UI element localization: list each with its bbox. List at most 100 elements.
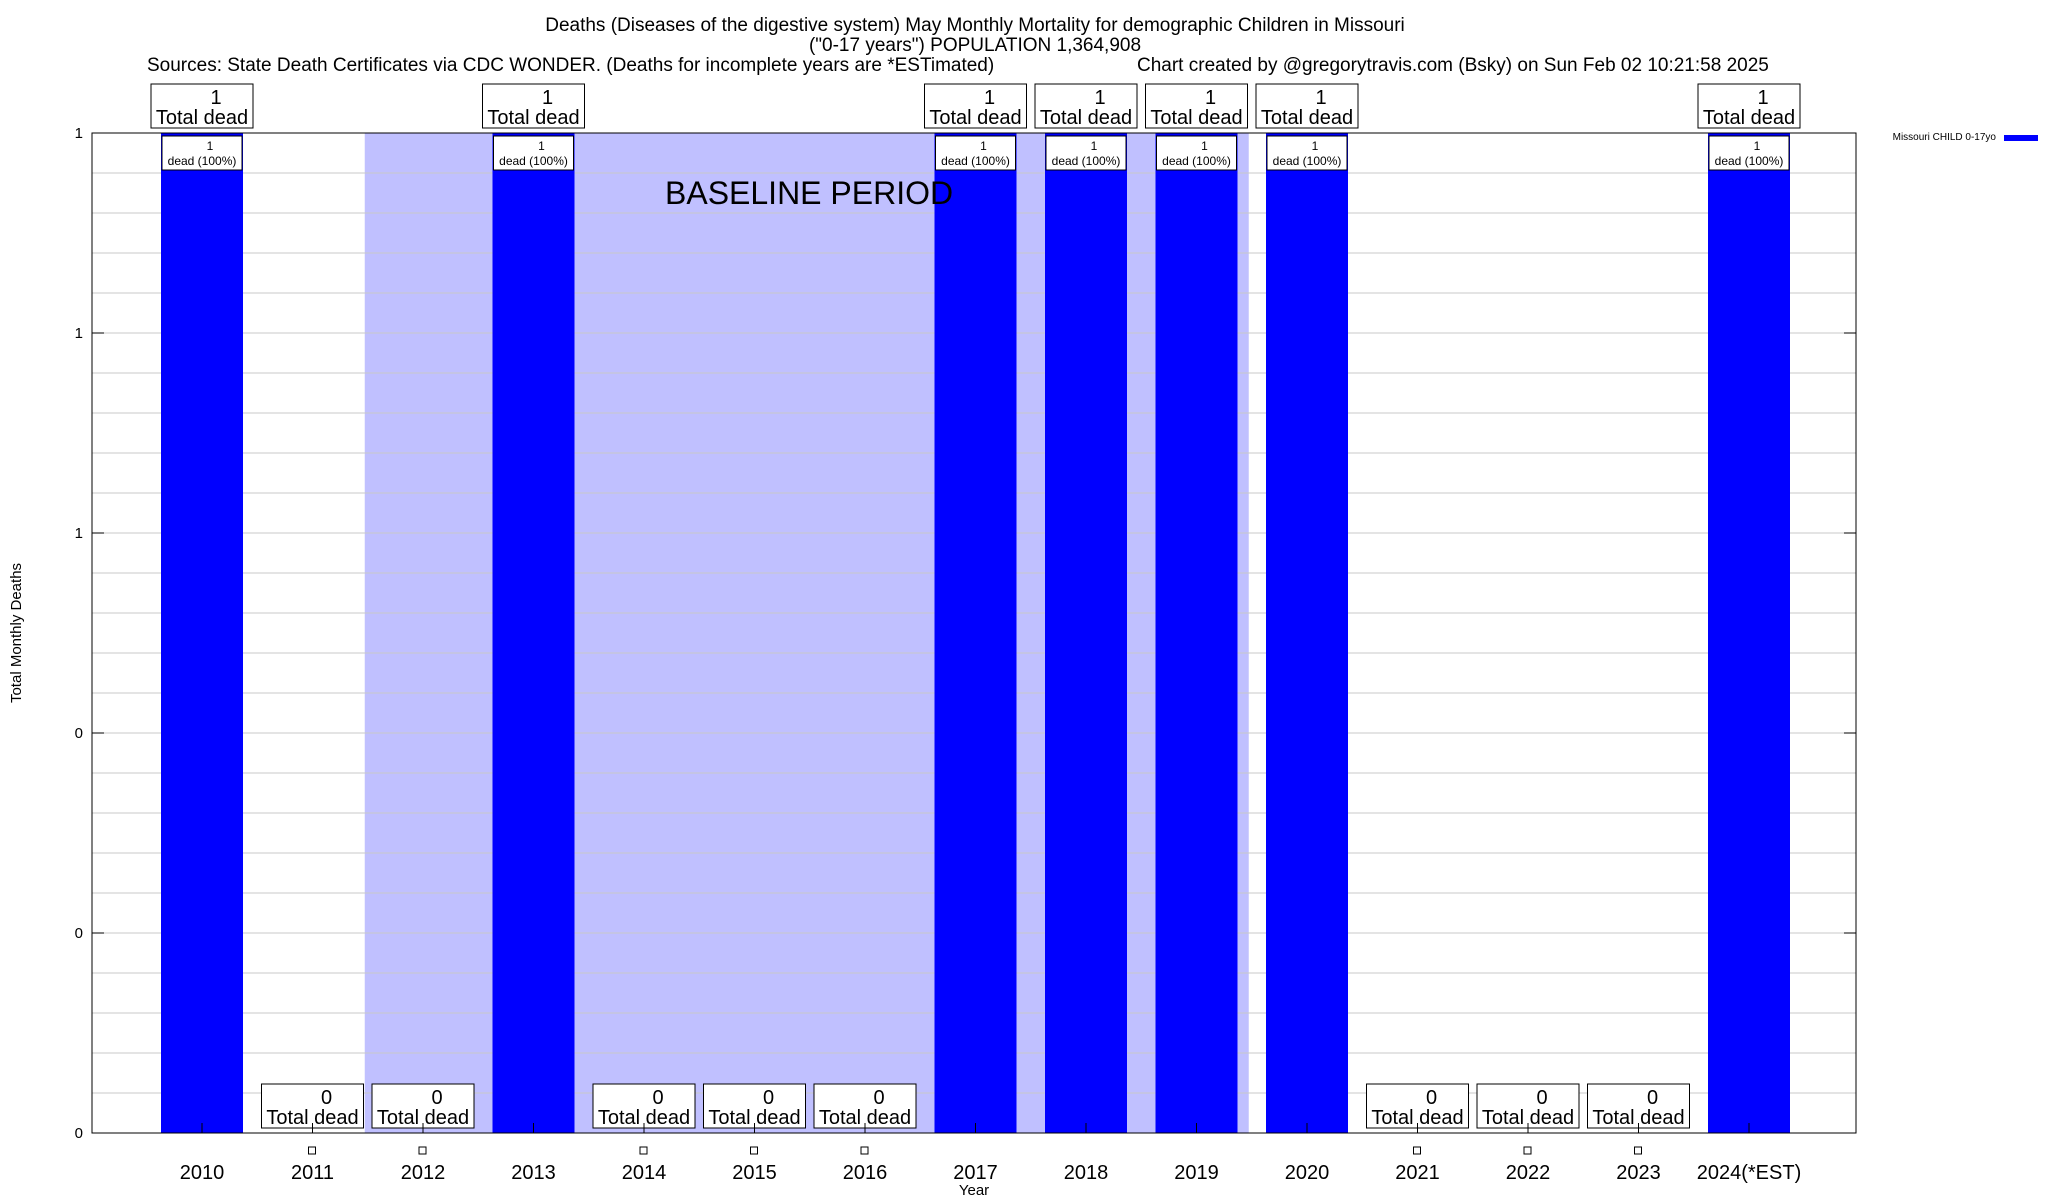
zero-point-marker: [418, 1146, 427, 1155]
x-tick-label-2018: 2018: [1064, 1162, 1109, 1184]
bar-2017: [934, 133, 1017, 1133]
total-label-value: 1: [1315, 87, 1326, 109]
x-tick-label-2022: 2022: [1506, 1162, 1551, 1184]
total-label-value: 0: [431, 1087, 442, 1109]
total-label-text: Total dead: [598, 1107, 690, 1129]
bar-2024(*EST): [1708, 133, 1790, 1133]
bar-2020: [1266, 133, 1348, 1133]
total-label-value: 1: [542, 87, 553, 109]
total-label-value: 1: [1205, 87, 1216, 109]
total-label-box: [150, 83, 254, 129]
zero-point-marker: [308, 1146, 316, 1155]
y-tick-label: 1: [75, 325, 83, 342]
total-label-text: Total dead: [929, 107, 1021, 129]
total-label-text: Total dead: [819, 1107, 911, 1129]
bar-inner-label-text: dead (100%): [1715, 154, 1784, 168]
total-label-box: [371, 1083, 475, 1129]
bar-inner-label-text: dead (100%): [1162, 154, 1231, 168]
baseline-period-label: BASELINE PERIOD: [665, 175, 953, 211]
zero-point-marker: [860, 1146, 869, 1155]
bar-inner-label-value: 1: [1754, 139, 1761, 153]
total-label-box: [703, 1083, 806, 1129]
total-label-value: 1: [1757, 87, 1768, 109]
y-tick-label: 1: [75, 125, 83, 142]
bar-inner-label-text: dead (100%): [168, 154, 237, 168]
y-tick-label: 0: [75, 725, 83, 742]
total-label-value: 1: [210, 87, 221, 109]
x-tick-label-2013: 2013: [511, 1162, 556, 1184]
total-label-text: Total dead: [1040, 107, 1132, 129]
bar-inner-label-value: 1: [538, 139, 545, 153]
bar-inner-label-text: dead (100%): [499, 154, 568, 168]
bar-inner-label-value: 1: [1091, 139, 1098, 153]
total-label-text: Total dead: [156, 107, 248, 129]
bar-inner-label-value: 1: [1201, 139, 1208, 153]
total-label-text: Total dead: [1261, 107, 1353, 129]
bar-inner-label-box: [935, 135, 1016, 171]
total-label-value: 0: [652, 1087, 663, 1109]
total-label-value: 0: [321, 1087, 332, 1109]
bar-inner-label-box: [1266, 135, 1348, 171]
total-label-text: Total dead: [377, 1107, 469, 1129]
legend-entry-label: Missouri CHILD 0-17yo: [1893, 132, 1997, 143]
total-label-value: 1: [984, 87, 995, 109]
total-label-value: 0: [763, 1087, 774, 1109]
zero-point-marker: [1523, 1146, 1532, 1155]
x-tick-label-2015: 2015: [732, 1162, 777, 1184]
bars: [161, 133, 1790, 1133]
x-tick-label-2020: 2020: [1285, 1162, 1330, 1184]
legend: Missouri CHILD 0-17yo: [1893, 132, 2038, 143]
total-label-box: [1697, 83, 1801, 129]
x-tick-label-2021: 2021: [1395, 1162, 1440, 1184]
total-label-text: Total dead: [1703, 107, 1795, 129]
total-label-text: Total dead: [1482, 1107, 1574, 1129]
total-label-text: Total dead: [1371, 1107, 1463, 1129]
y-tick-label: 1: [75, 525, 83, 542]
bar-2018: [1045, 133, 1127, 1133]
zero-point-marker: [1413, 1146, 1421, 1155]
bar-inner-label-value: 1: [207, 139, 214, 153]
total-label-value: 1: [1094, 87, 1105, 109]
chart-title-line-2: ("0-17 years") POPULATION 1,364,908: [809, 35, 1141, 56]
total-label-box: [924, 83, 1027, 129]
total-label-text: Total dead: [266, 1107, 358, 1129]
total-label-value: 0: [1426, 1087, 1437, 1109]
chart-credit: Chart created by @gregorytravis.com (Bsk…: [1137, 55, 1769, 76]
bar-inner-label-text: dead (100%): [1273, 154, 1342, 168]
total-label-text: Total dead: [1592, 1107, 1684, 1129]
total-label-box: [592, 1083, 696, 1129]
bar-inner-label-value: 1: [1312, 139, 1319, 153]
zero-point-marker: [1634, 1146, 1642, 1155]
total-label-text: Total dead: [487, 107, 579, 129]
legend-entry-swatch: [2004, 135, 2038, 141]
bar-inner-label-box: [1708, 135, 1790, 171]
x-axis-ticks: 2010 2011 2012 2013 2014 2015 2016 2017 2018 2019…: [180, 1123, 1802, 1184]
bar-inner-label-box: [161, 135, 243, 171]
total-label-value: 0: [873, 1087, 884, 1109]
x-tick-label-2017: 2017: [953, 1162, 998, 1184]
x-tick-label-2019: 2019: [1174, 1162, 1219, 1184]
total-label-box: [1145, 83, 1248, 129]
x-tick-label-2024(*EST): 2024(*EST): [1697, 1162, 1802, 1184]
x-tick-label-2012: 2012: [401, 1162, 446, 1184]
chart-sources: Sources: State Death Certificates via CD…: [147, 55, 994, 76]
y-axis-ticks: 0 0 0 1 1 1: [75, 125, 1856, 1142]
x-axis-label: Year: [959, 1182, 989, 1199]
bar-inner-label-box: [493, 135, 574, 171]
total-label-box: [1476, 1083, 1580, 1129]
